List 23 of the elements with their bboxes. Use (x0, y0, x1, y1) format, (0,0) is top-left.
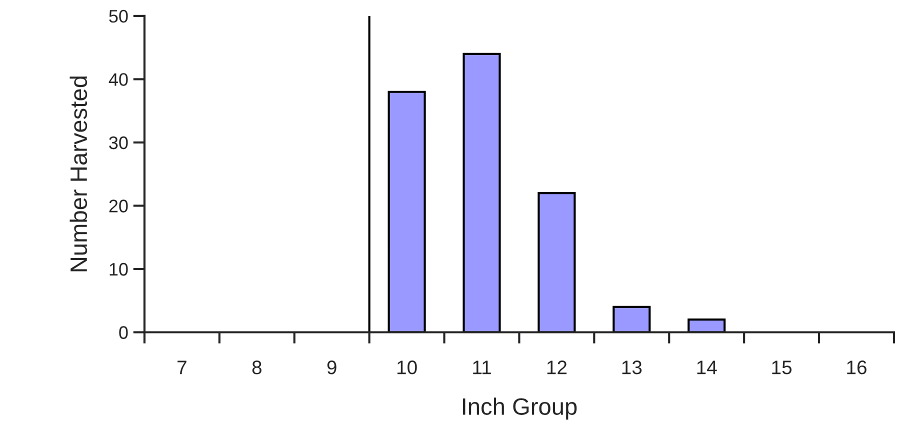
x-tick-label: 13 (622, 360, 642, 374)
y-tick-label: 0 (119, 326, 128, 339)
x-tick-label: 11 (473, 360, 491, 374)
x-tick-label: 8 (252, 360, 262, 374)
x-tick-label: 12 (547, 360, 567, 374)
bar (612, 306, 651, 332)
x-tick-label: 16 (847, 360, 866, 374)
x-tick-label: 10 (397, 360, 417, 374)
bar (538, 192, 576, 332)
x-tick-label: 7 (178, 360, 186, 374)
y-tick-label: 50 (109, 10, 128, 23)
x-tick-label: 15 (772, 360, 792, 374)
y-tick-label: 40 (108, 73, 128, 86)
y-tick-label: 20 (109, 200, 128, 212)
x-tick-label: 14 (697, 360, 717, 374)
x-tick-label: 9 (327, 360, 336, 374)
bar (388, 90, 426, 332)
bar (688, 318, 726, 332)
y-axis-title: Number Harvested (70, 76, 88, 272)
y-tick-label: 10 (110, 262, 128, 276)
y-tick-label: 30 (109, 136, 128, 150)
x-axis-title: Inch Group (463, 398, 577, 420)
bar (462, 52, 501, 332)
